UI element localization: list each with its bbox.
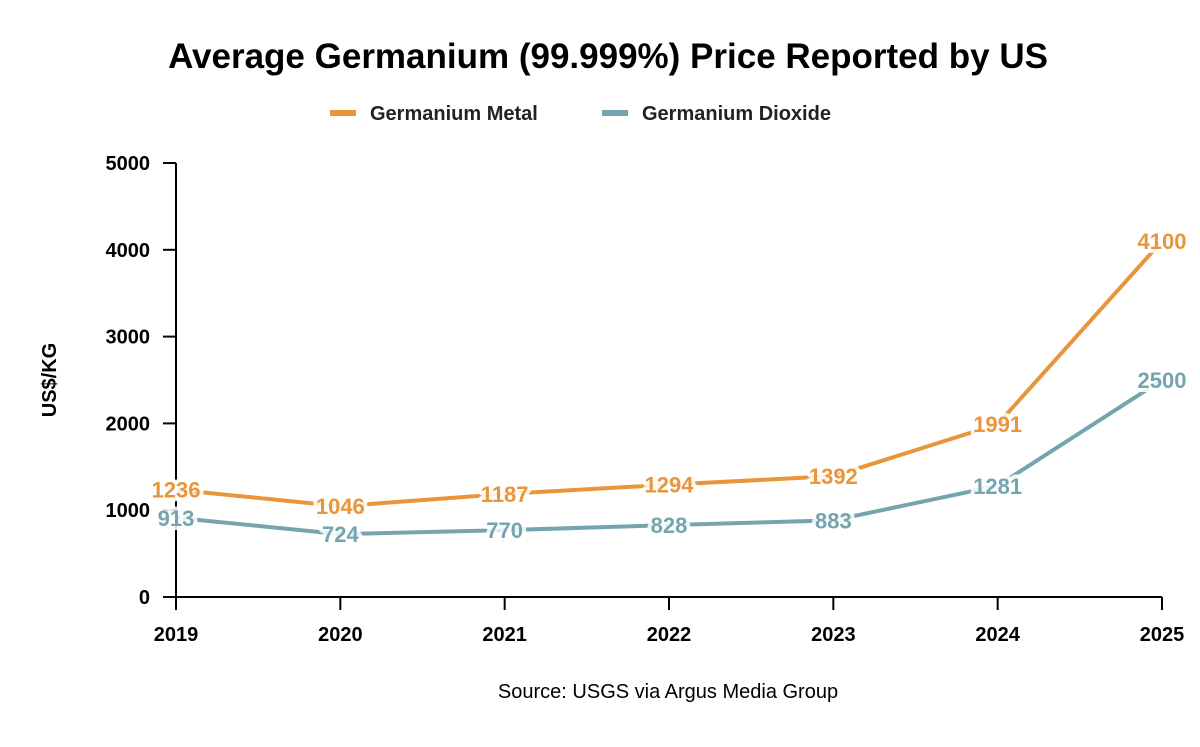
- y-tick-label: 4000: [106, 240, 151, 262]
- data-label: 1281: [973, 474, 1022, 499]
- x-tick-label: 2022: [647, 624, 692, 646]
- legend-swatch: [330, 110, 356, 116]
- source-note: Source: USGS via Argus Media Group: [498, 681, 838, 703]
- legend-label: Germanium Dioxide: [642, 103, 831, 125]
- data-label: 4100: [1138, 229, 1187, 254]
- data-label: 770: [486, 518, 523, 543]
- series-line: [175, 239, 1164, 509]
- data-label: 913: [158, 506, 195, 531]
- data-label: 724: [322, 522, 359, 547]
- y-tick-label: 5000: [106, 153, 151, 175]
- x-tick-label: 2020: [318, 624, 363, 646]
- data-label: 1991: [973, 412, 1022, 437]
- data-label: 1392: [809, 464, 858, 489]
- data-label: 1294: [645, 473, 695, 498]
- legend: Germanium Metal Germanium Dioxide: [330, 103, 831, 125]
- legend-swatch: [602, 110, 628, 116]
- data-label: 828: [651, 513, 688, 538]
- y-axis-label: US$/KG: [39, 343, 61, 417]
- data-label: 2500: [1138, 368, 1187, 393]
- data-label: 1046: [316, 494, 365, 519]
- series-line: [175, 378, 1164, 537]
- y-tick-label: 0: [139, 587, 150, 609]
- x-tick-label: 2019: [154, 624, 199, 646]
- x-tick-label: 2024: [975, 624, 1020, 646]
- x-tick-label: 2023: [811, 624, 856, 646]
- x-tick-label: 2021: [482, 624, 527, 646]
- legend-label: Germanium Metal: [370, 103, 538, 125]
- chart-title: Average Germanium (99.999%) Price Report…: [168, 37, 1048, 76]
- data-label: 1236: [152, 478, 201, 503]
- x-tick-label: 2025: [1140, 624, 1185, 646]
- y-tick-label: 1000: [106, 500, 151, 522]
- y-tick-label: 2000: [106, 413, 151, 435]
- y-tick-label: 3000: [106, 327, 151, 349]
- data-label: 883: [815, 508, 852, 533]
- data-label: 1187: [481, 482, 529, 507]
